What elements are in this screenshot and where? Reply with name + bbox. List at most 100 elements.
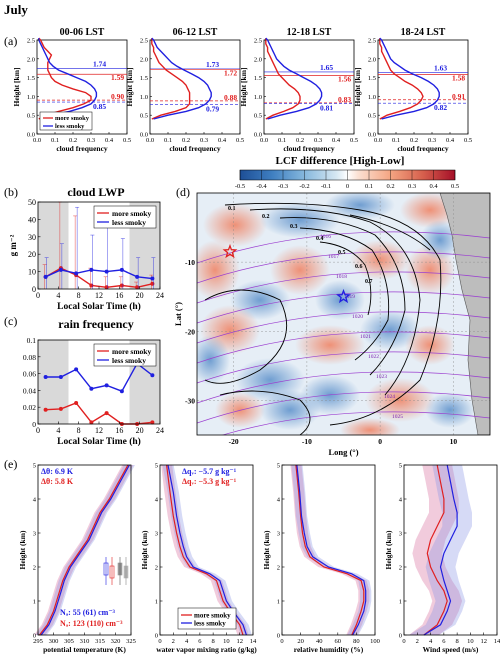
y-axis-label: Height (km) bbox=[262, 530, 271, 569]
annotation-less-low: 0.79 bbox=[206, 104, 219, 113]
y-tick-label: 2.0 bbox=[140, 56, 148, 63]
series-more-smoky bbox=[45, 267, 153, 289]
x-tick-label: 0.3 bbox=[428, 137, 436, 144]
y-tick-label: 1.5 bbox=[368, 75, 376, 82]
y-tick-label: 0.5 bbox=[368, 113, 376, 120]
y-axis-label: Lat (°) bbox=[173, 302, 183, 326]
y-tick-label: 1.5 bbox=[140, 75, 148, 82]
y-axis-label: Height (km) bbox=[384, 530, 393, 569]
y-tick-label: 0 bbox=[32, 285, 36, 294]
y-tick-label: 0.0 bbox=[27, 132, 35, 139]
colorbar-tick-label: 0.2 bbox=[386, 183, 394, 190]
contour-label: 0.1 bbox=[228, 206, 236, 212]
series-less-smoky bbox=[38, 38, 98, 120]
y-tick-label: 5 bbox=[277, 463, 280, 470]
cloud-profile-subplot: 18-24 LST 1.63 1.58 0.91 0.82 0.0 0.1 0.2 0.3 0.4… bbox=[353, 27, 472, 153]
y-tick-label: 0 bbox=[277, 633, 280, 640]
isobar-label: 1016 bbox=[320, 234, 331, 240]
x-tick-label: 0 bbox=[158, 638, 161, 645]
isobar-label: 1021 bbox=[360, 334, 371, 340]
y-tick-label: 2.0 bbox=[368, 56, 376, 63]
y-tick-label: 1.0 bbox=[27, 94, 35, 101]
isobar bbox=[197, 291, 490, 324]
y-tick-label: 1.5 bbox=[27, 75, 35, 82]
legend-label-less: less smoky bbox=[55, 123, 85, 130]
red-star-marker bbox=[222, 243, 238, 259]
series-more-smoky bbox=[295, 464, 365, 636]
plot-frame bbox=[377, 39, 469, 135]
box-plot bbox=[109, 565, 115, 579]
annotation-less-high: 1.73 bbox=[206, 60, 219, 69]
x-tick-label: 8 bbox=[77, 291, 81, 300]
annotation-more-low: 0.91 bbox=[452, 92, 465, 101]
box-plot bbox=[117, 562, 123, 576]
q-annotation-less: Δqᵥ: −5.7 g kg⁻¹ bbox=[182, 467, 237, 476]
y-axis-label: Height [km] bbox=[239, 68, 248, 107]
y-tick-label: 1.0 bbox=[368, 94, 376, 101]
positive-anomaly-patch bbox=[405, 325, 455, 365]
cloud-fraction-contour bbox=[319, 241, 372, 316]
x-tick-label: 10 bbox=[467, 638, 474, 645]
panel-d: -0.5 -0.4 -0.3 -0.2 -0.1 0 0.1 0.2 0.3 0.4 0.51016… bbox=[173, 169, 491, 457]
y-tick-label: 5 bbox=[33, 463, 36, 470]
x-tick-label: 0 bbox=[36, 426, 40, 435]
x-tick-label: 315 bbox=[95, 638, 105, 645]
negative-anomaly-patch bbox=[260, 390, 320, 430]
data-point bbox=[150, 420, 155, 425]
annotation-more-high: 1.56 bbox=[338, 74, 351, 83]
colorbar-tick-label: 0.1 bbox=[365, 183, 373, 190]
series-less-smoky bbox=[423, 464, 458, 636]
x-tick-label: 320 bbox=[111, 638, 121, 645]
map-frame bbox=[196, 192, 491, 436]
night-shading bbox=[38, 202, 69, 289]
y-tick-label: 4 bbox=[33, 497, 37, 504]
annotation-more-low: 0.90 bbox=[111, 92, 124, 101]
annotation-less-low: 0.82 bbox=[434, 103, 447, 112]
x-tick-label: 0 bbox=[280, 638, 283, 645]
theta-annotation-less: Δθ: 6.9 K bbox=[41, 467, 74, 476]
isobar-label: 1024 bbox=[384, 394, 395, 400]
theta-annotation-more: Δθ: 5.8 K bbox=[41, 477, 74, 486]
x-axis-label: Local Solar Time (h) bbox=[57, 436, 141, 447]
x-tick-label: 300 bbox=[49, 638, 59, 645]
panel-d-title: LCF difference [High-Low] bbox=[276, 155, 405, 167]
series-more-smoky bbox=[38, 37, 92, 120]
colorbar-tick-label: 0.3 bbox=[408, 183, 416, 190]
x-tick-label: 0.4 bbox=[446, 137, 455, 144]
x-tick-label: 4 bbox=[429, 638, 433, 645]
x-tick-label: 0.3 bbox=[200, 137, 208, 144]
cloud-fraction-contour bbox=[219, 390, 311, 435]
x-tick-label: 0.1 bbox=[51, 137, 59, 144]
box-plot bbox=[123, 565, 129, 579]
isobar bbox=[221, 411, 490, 435]
data-point bbox=[89, 386, 94, 391]
y-tick-label: 1 bbox=[399, 599, 402, 606]
data-point bbox=[58, 267, 63, 272]
y-axis-label: Height [km] bbox=[353, 68, 362, 107]
data-point bbox=[43, 374, 48, 379]
x-tick-label: 0.1 bbox=[164, 137, 172, 144]
y-tick-label: 2 bbox=[277, 565, 280, 572]
x-tick-label: 295 bbox=[33, 638, 43, 645]
colorbar-tick-label: -0.2 bbox=[299, 183, 309, 190]
x-tick-label: 0.2 bbox=[69, 137, 77, 144]
x-tick-label: 0.2 bbox=[410, 137, 418, 144]
y-tick-label: 2 bbox=[33, 565, 36, 572]
x-axis-label: cloud frequency bbox=[169, 144, 221, 153]
colorbar-tick-label: 0 bbox=[346, 183, 349, 190]
figure-title: July bbox=[4, 2, 28, 17]
contour-label: 0.7 bbox=[365, 279, 373, 285]
x-axis-label: Wind speed (m/s) bbox=[423, 645, 479, 654]
y-tick-label: 2.5 bbox=[140, 38, 148, 45]
negative-anomaly-patch bbox=[425, 392, 475, 428]
isobar-label: 1017 bbox=[328, 254, 339, 260]
y-tick-label: 20 bbox=[28, 250, 36, 259]
x-tick-label: 4 bbox=[185, 638, 189, 645]
map-field: 1016 1017 1018 1019 1020 1021 1022 1023 1024 1025… bbox=[197, 193, 490, 435]
y-tick-label: 40 bbox=[28, 215, 36, 224]
y-tick-label: 30 bbox=[28, 233, 36, 242]
cloud-fraction-contour bbox=[279, 217, 406, 376]
panel-c: 0 4 8 12 16 20 24 0 0.02 0.04 0.06 0.08 0.1 Local Sol… bbox=[23, 336, 164, 447]
data-point bbox=[104, 269, 109, 274]
